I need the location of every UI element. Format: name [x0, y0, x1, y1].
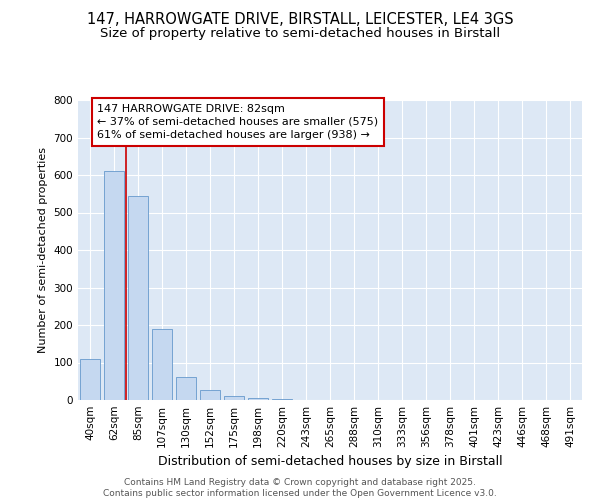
- Bar: [80, 359, 100, 400]
- Bar: [128, 196, 148, 400]
- Text: 147 HARROWGATE DRIVE: 82sqm
← 37% of semi-detached houses are smaller (575)
61% : 147 HARROWGATE DRIVE: 82sqm ← 37% of sem…: [97, 104, 379, 140]
- Bar: [152, 329, 172, 400]
- Y-axis label: Number of semi-detached properties: Number of semi-detached properties: [38, 147, 48, 353]
- Bar: [248, 398, 268, 400]
- Bar: [200, 390, 220, 400]
- Bar: [176, 377, 196, 400]
- X-axis label: Distribution of semi-detached houses by size in Birstall: Distribution of semi-detached houses by …: [158, 456, 502, 468]
- Text: Contains HM Land Registry data © Crown copyright and database right 2025.
Contai: Contains HM Land Registry data © Crown c…: [103, 478, 497, 498]
- Bar: [224, 396, 244, 400]
- Bar: [104, 171, 124, 400]
- Text: 147, HARROWGATE DRIVE, BIRSTALL, LEICESTER, LE4 3GS: 147, HARROWGATE DRIVE, BIRSTALL, LEICEST…: [86, 12, 514, 28]
- Bar: [272, 399, 292, 400]
- Text: Size of property relative to semi-detached houses in Birstall: Size of property relative to semi-detach…: [100, 28, 500, 40]
